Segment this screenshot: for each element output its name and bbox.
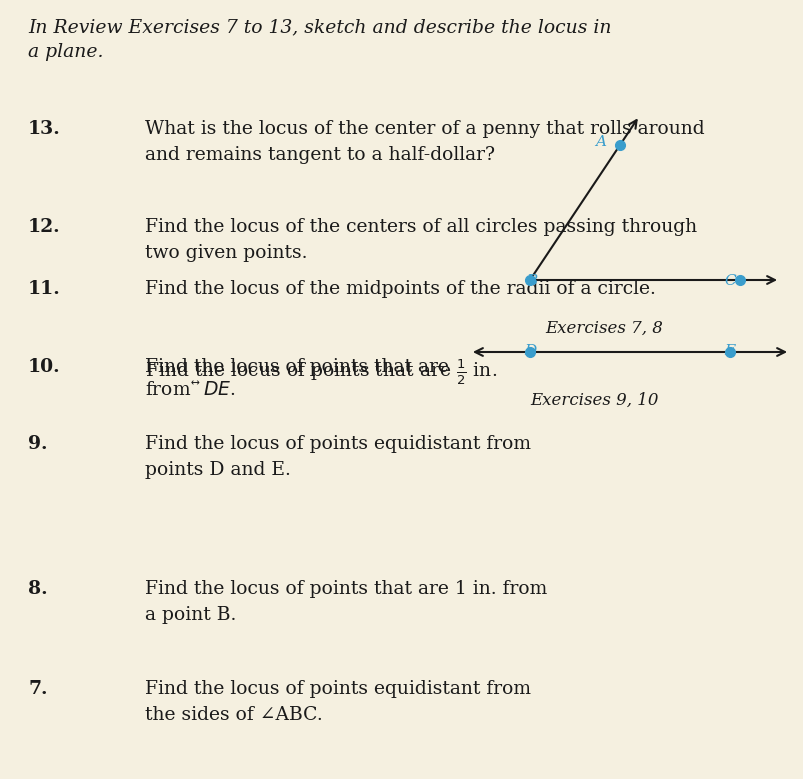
Text: E: E bbox=[724, 344, 735, 358]
Text: 8.: 8. bbox=[28, 580, 47, 598]
Text: 12.: 12. bbox=[28, 218, 60, 236]
Text: 9.: 9. bbox=[28, 435, 47, 453]
Text: A: A bbox=[594, 135, 605, 149]
Text: 7.: 7. bbox=[28, 680, 47, 698]
Text: C: C bbox=[724, 274, 735, 288]
Text: Find the locus of points equidistant from
points D and E.: Find the locus of points equidistant fro… bbox=[145, 435, 530, 479]
Text: Exercises 7, 8: Exercises 7, 8 bbox=[544, 320, 662, 337]
Text: B: B bbox=[525, 274, 536, 288]
Text: Find the locus of points that are: Find the locus of points that are bbox=[145, 358, 454, 376]
Text: Find the locus of points that are 1 in. from
a point B.: Find the locus of points that are 1 in. … bbox=[145, 580, 547, 624]
Text: Find the locus of points equidistant from
the sides of ∠ABC.: Find the locus of points equidistant fro… bbox=[145, 680, 530, 724]
Text: Find the locus of the midpoints of the radii of a circle.: Find the locus of the midpoints of the r… bbox=[145, 280, 655, 298]
Text: D: D bbox=[524, 344, 536, 358]
Text: In Review Exercises 7 to 13, sketch and describe the locus in
a plane.: In Review Exercises 7 to 13, sketch and … bbox=[28, 18, 611, 61]
Text: Find the locus of points that are $\frac{1}{2}$ in.: Find the locus of points that are $\frac… bbox=[145, 358, 496, 387]
Text: from $\overleftrightarrow{DE}$.: from $\overleftrightarrow{DE}$. bbox=[145, 380, 235, 399]
Text: 11.: 11. bbox=[28, 280, 61, 298]
Text: 10.: 10. bbox=[28, 358, 60, 376]
Text: 13.: 13. bbox=[28, 120, 61, 138]
Text: Find the locus of the centers of all circles passing through
two given points.: Find the locus of the centers of all cir… bbox=[145, 218, 696, 262]
Text: Exercises 9, 10: Exercises 9, 10 bbox=[529, 392, 658, 409]
Text: What is the locus of the center of a penny that rolls around
and remains tangent: What is the locus of the center of a pen… bbox=[145, 120, 703, 164]
